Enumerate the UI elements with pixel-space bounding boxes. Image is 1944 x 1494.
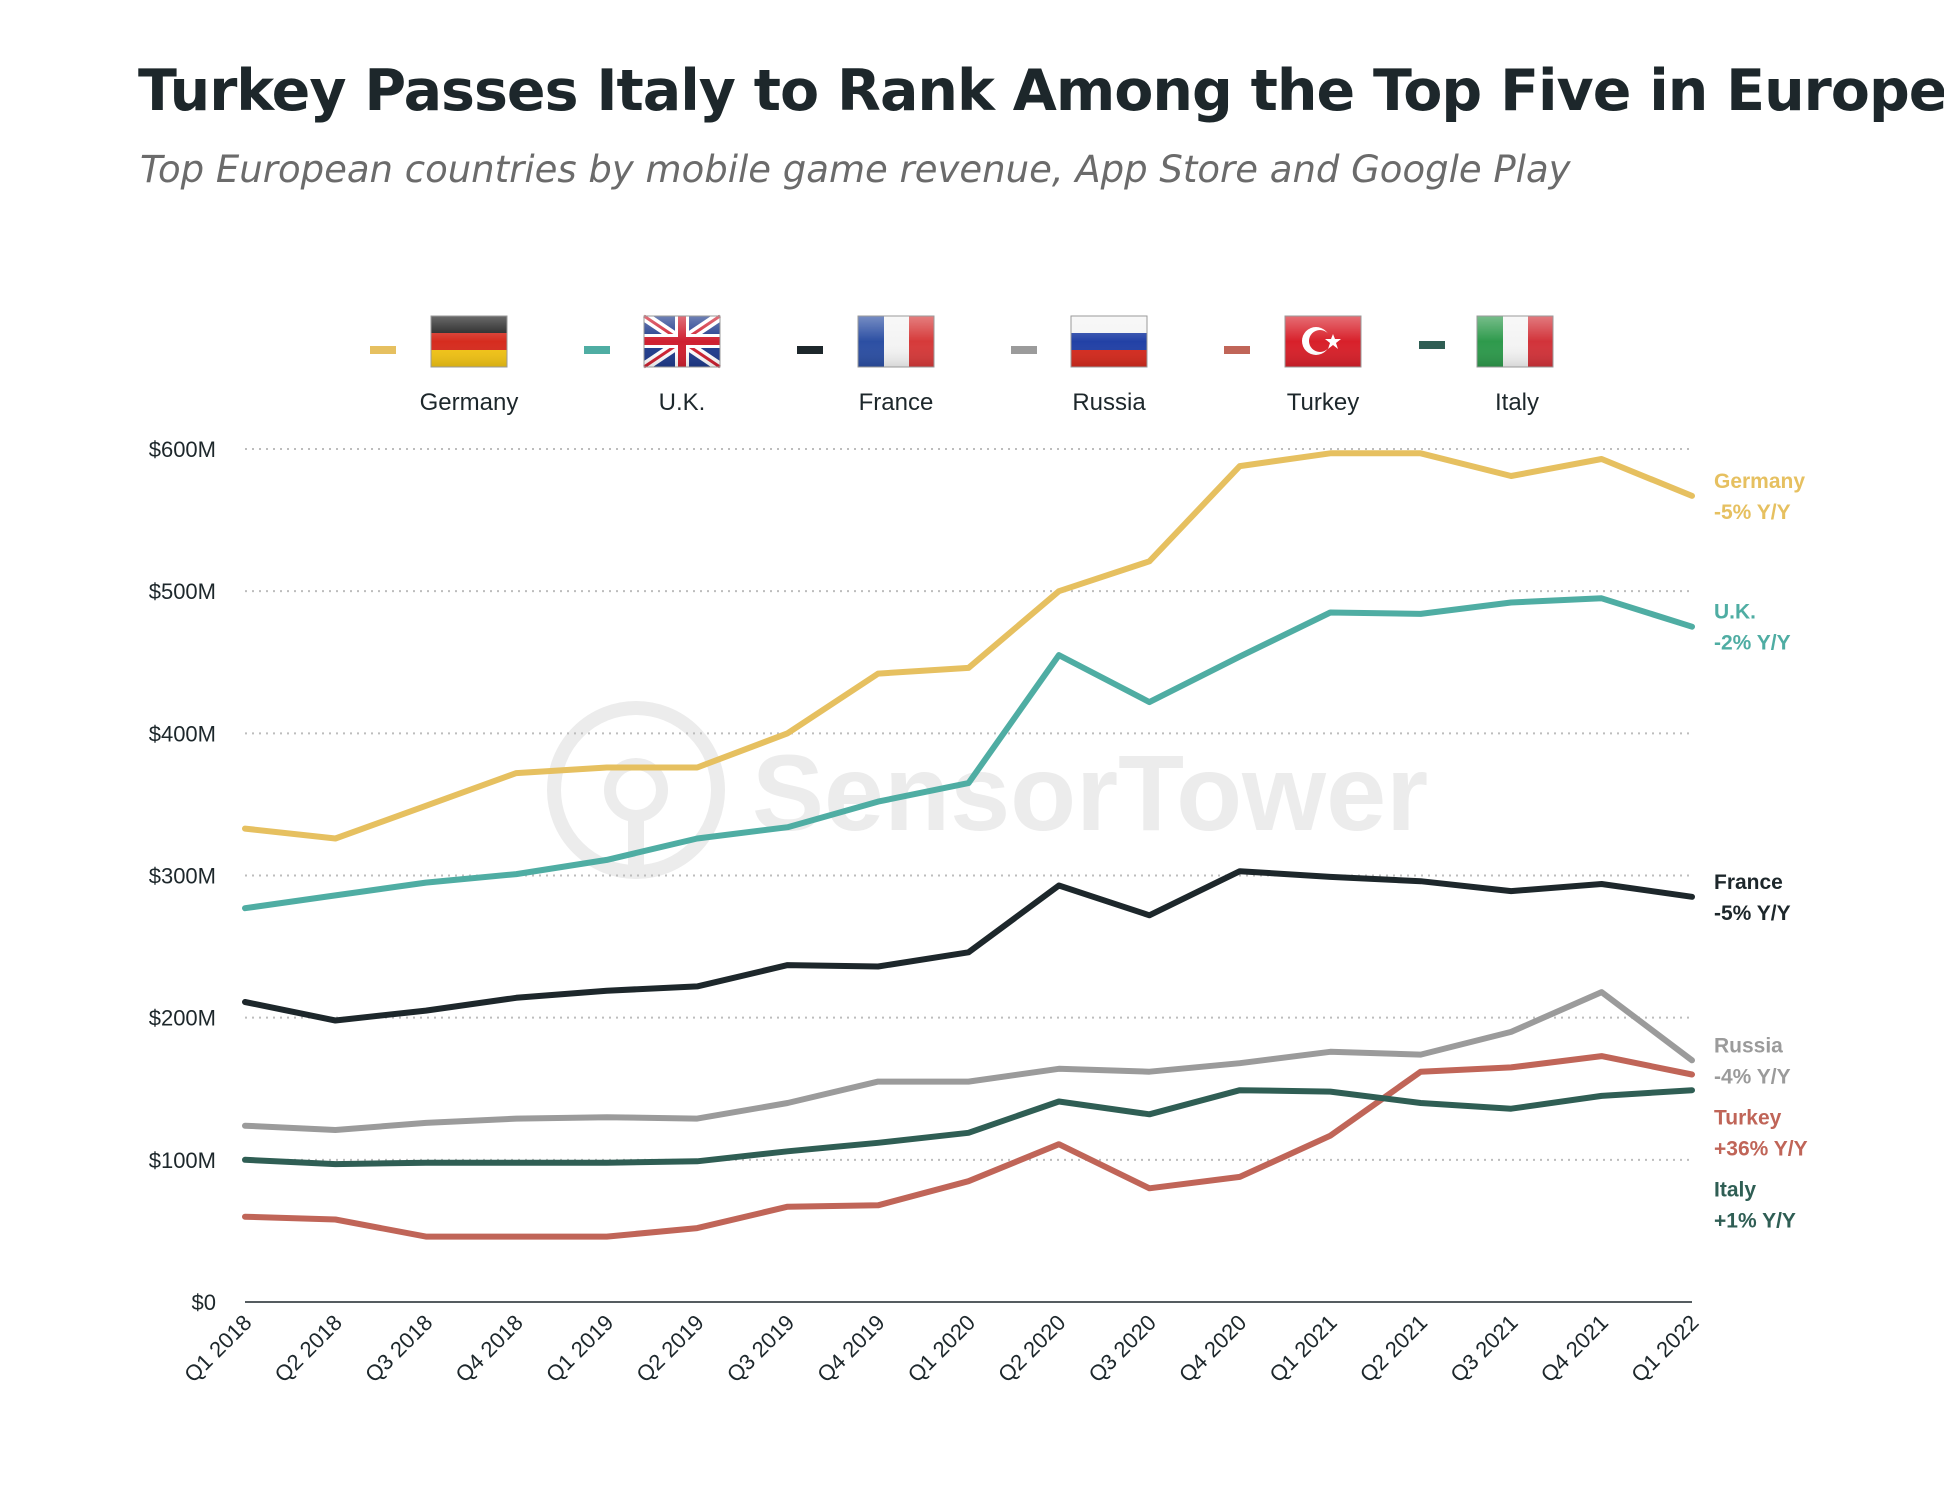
end-label-name-italy: Italy (1714, 1178, 1756, 1201)
series-line-france (245, 871, 1692, 1020)
legend-item-uk: U.K. (584, 316, 720, 416)
x-tick-label: Q4 2018 (450, 1310, 527, 1387)
uk-flag-icon (644, 316, 720, 367)
y-tick-label: $300M (149, 864, 216, 889)
turkey-flag-icon (1285, 316, 1361, 367)
legend-item-germany: Germany (370, 316, 518, 416)
x-tick-label: Q1 2019 (541, 1310, 618, 1387)
line-chart: SensorTower $0 $100M $200M $300M $400M $500M $… (0, 0, 1944, 1494)
end-label-change-germany: -5% Y/Y (1714, 501, 1791, 524)
end-label-name-france: France (1714, 871, 1783, 894)
x-tick-label: Q4 2020 (1174, 1310, 1251, 1387)
end-label-change-russia: -4% Y/Y (1714, 1065, 1791, 1088)
x-tick-label: Q3 2021 (1445, 1310, 1522, 1387)
legend-swatch-italy (1419, 341, 1445, 349)
y-tick-label: $100M (149, 1148, 216, 1173)
x-tick-label: Q4 2021 (1536, 1310, 1613, 1387)
x-tick-label: Q4 2019 (812, 1310, 889, 1387)
legend-swatch-germany (370, 346, 396, 354)
x-tick-label: Q3 2018 (360, 1310, 437, 1387)
watermark-logo-dot (610, 764, 662, 816)
x-tick-label: Q2 2018 (270, 1310, 347, 1387)
legend-item-france: France (797, 316, 934, 416)
legend-item-turkey: Turkey (1224, 316, 1361, 416)
germany-flag-icon (431, 316, 507, 367)
end-label-change-uk: -2% Y/Y (1714, 632, 1791, 655)
y-tick-label: $200M (149, 1006, 216, 1031)
end-label-change-turkey: +36% Y/Y (1714, 1137, 1808, 1160)
legend-swatch-turkey (1224, 346, 1250, 354)
legend-label-uk: U.K. (659, 389, 706, 416)
italy-flag-icon (1477, 316, 1553, 367)
legend-item-italy: Italy (1419, 316, 1553, 416)
series-line-italy (245, 1090, 1692, 1164)
end-label-name-russia: Russia (1714, 1034, 1783, 1057)
end-label-name-turkey: Turkey (1714, 1106, 1782, 1129)
legend-label-germany: Germany (420, 389, 519, 416)
legend-label-italy: Italy (1495, 389, 1539, 416)
watermark-logo-stem (628, 814, 644, 872)
x-tick-label: Q3 2020 (1084, 1310, 1161, 1387)
france-flag-icon (858, 316, 934, 367)
x-tick-label: Q1 2021 (1264, 1310, 1341, 1387)
x-tick-label: Q1 2018 (179, 1310, 256, 1387)
end-label-change-france: -5% Y/Y (1714, 902, 1791, 925)
watermark-text: SensorTower (752, 732, 1428, 853)
legend: Germany U.K. (370, 316, 1553, 416)
end-label-name-germany: Germany (1714, 470, 1805, 493)
y-tick-label: $400M (149, 721, 216, 746)
russia-flag-icon (1071, 316, 1147, 367)
legend-label-turkey: Turkey (1287, 389, 1359, 416)
x-tick-label: Q2 2020 (993, 1310, 1070, 1387)
y-tick-label: $0 (192, 1290, 216, 1315)
legend-item-russia: Russia (1011, 316, 1147, 416)
x-tick-label: Q1 2022 (1626, 1310, 1703, 1387)
legend-swatch-france (797, 346, 823, 354)
end-label-change-italy: +1% Y/Y (1714, 1209, 1796, 1232)
y-tick-label: $500M (149, 579, 216, 604)
end-label-name-uk: U.K. (1714, 601, 1756, 624)
x-tick-label: Q2 2021 (1355, 1310, 1432, 1387)
legend-swatch-russia (1011, 346, 1037, 354)
legend-label-france: France (859, 389, 934, 416)
legend-swatch-uk (584, 346, 610, 354)
end-labels: Germany -5% Y/Y U.K. -2% Y/Y France -5% Y/Y Ru… (1714, 470, 1808, 1232)
watermark: SensorTower (554, 708, 1428, 872)
x-tick-label: Q3 2019 (722, 1310, 799, 1387)
legend-label-russia: Russia (1072, 389, 1146, 416)
y-tick-label: $600M (149, 437, 216, 462)
x-tick-label: Q2 2019 (631, 1310, 708, 1387)
x-tick-label: Q1 2020 (903, 1310, 980, 1387)
